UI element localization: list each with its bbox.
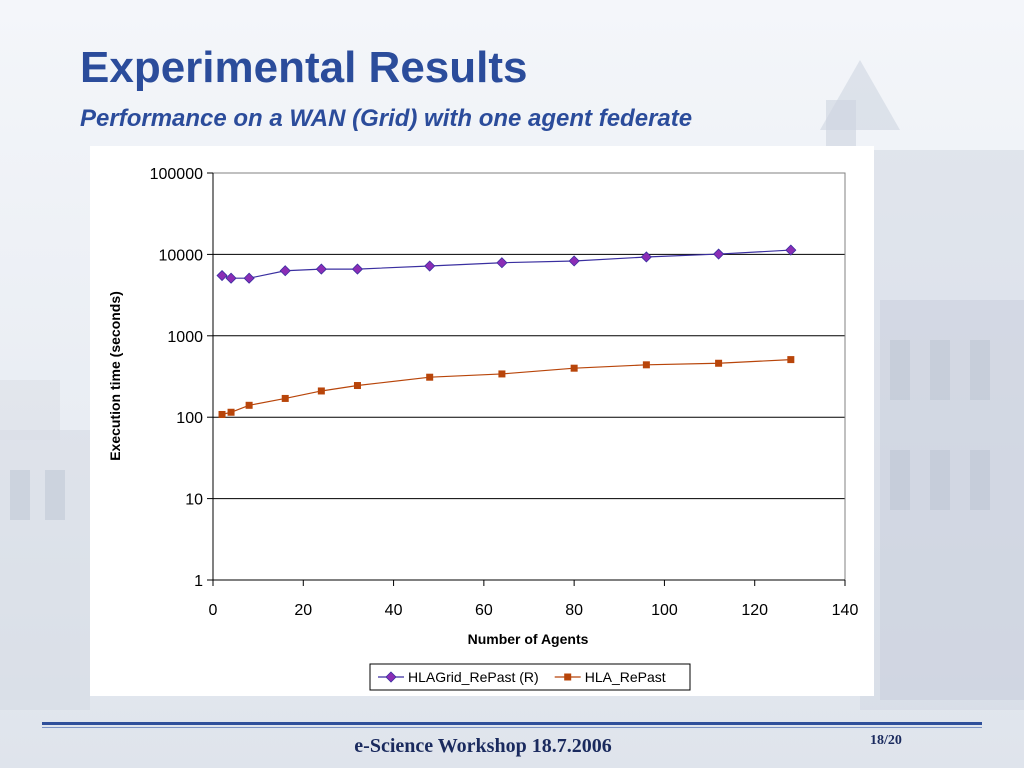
x-tick-label: 60: [475, 602, 493, 619]
data-point: [498, 370, 506, 378]
legend-marker: [564, 673, 572, 681]
x-tick-label: 120: [741, 602, 768, 619]
data-point: [351, 263, 364, 275]
page-number: 18/20: [870, 733, 902, 748]
series-1: [216, 244, 797, 284]
y-tick-label: 10: [185, 492, 203, 509]
x-tick-label: 40: [385, 602, 403, 619]
footer-text: e-Science Workshop 18.7.2006: [354, 735, 612, 757]
grid-lines: [213, 172, 845, 500]
data-point: [424, 260, 436, 272]
x-tick-label: 140: [832, 602, 859, 619]
x-tick-label: 80: [565, 602, 583, 619]
series-line: [221, 359, 791, 416]
legend: HLAGrid_RePast (R) HLA_RePast: [369, 663, 691, 691]
legend-box: [369, 663, 691, 691]
x-axis-label: Number of Agents: [468, 631, 589, 647]
y-tick-label: 10000: [159, 247, 204, 264]
chart-panel: 1 10 100 1000 10000 100000 0 20 40 60 80 100 120 140 …: [90, 146, 874, 696]
data-point: [216, 269, 228, 282]
y-tick-label: 100000: [150, 166, 203, 183]
data-point: [245, 401, 253, 409]
data-point: [225, 272, 237, 284]
data-point: [279, 265, 291, 277]
data-point: [281, 394, 289, 402]
x-tick-label: 20: [294, 602, 312, 619]
data-point: [227, 408, 235, 416]
x-tick-label: 100: [651, 602, 678, 619]
axes: [207, 172, 846, 586]
legend-label: HLA_RePast: [585, 669, 666, 685]
y-tick-label: 100: [176, 410, 203, 427]
y-tick-label: 1: [194, 573, 203, 590]
data-point: [570, 364, 578, 372]
footer-divider: [42, 722, 982, 725]
series-2: [218, 356, 795, 418]
data-point: [568, 255, 580, 267]
data-point: [353, 382, 361, 390]
plot-border: [212, 172, 846, 581]
y-tick-label: 1000: [167, 329, 203, 346]
legend-marker: [385, 671, 397, 683]
data-point: [715, 359, 723, 367]
data-point: [243, 272, 255, 284]
data-point: [787, 356, 795, 364]
slide-subtitle: Performance on a WAN (Grid) with one age…: [80, 105, 693, 132]
slide-title: Experimental Results: [80, 43, 528, 92]
tick-labels: 1 10 100 1000 10000 100000 0 20 40 60 80 100 120 140: [150, 166, 859, 619]
data-point: [315, 263, 327, 275]
data-point: [317, 387, 325, 395]
x-tick-label: 0: [209, 602, 218, 619]
data-point: [218, 410, 226, 418]
data-point: [785, 244, 797, 256]
y-axis-label: Execution time (seconds): [107, 291, 123, 461]
data-point: [496, 257, 508, 269]
data-point: [426, 373, 434, 381]
data-point: [713, 248, 725, 260]
series-layer: [216, 244, 797, 418]
footer-divider-thin: [42, 727, 982, 728]
legend-label: HLAGrid_RePast (R): [408, 669, 539, 685]
data-point: [642, 361, 650, 369]
data-point: [640, 251, 652, 263]
